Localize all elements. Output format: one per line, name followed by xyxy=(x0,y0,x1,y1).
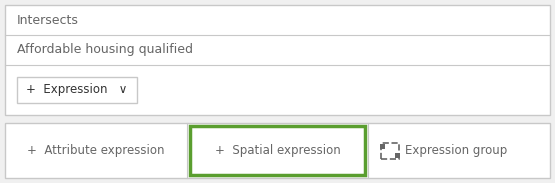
Text: +  Spatial expression: + Spatial expression xyxy=(215,144,340,157)
Text: Affordable housing qualified: Affordable housing qualified xyxy=(17,44,193,57)
Bar xyxy=(381,143,400,158)
Bar xyxy=(395,152,400,158)
Text: +  Attribute expression: + Attribute expression xyxy=(27,144,165,157)
Bar xyxy=(380,143,385,148)
Bar xyxy=(17,77,137,103)
Bar xyxy=(5,5,550,115)
Text: +  Expression   ∨: + Expression ∨ xyxy=(26,83,128,96)
Text: Intersects: Intersects xyxy=(17,14,79,27)
Bar xyxy=(190,126,365,175)
Bar xyxy=(5,123,550,178)
Text: Expression group: Expression group xyxy=(405,144,508,157)
